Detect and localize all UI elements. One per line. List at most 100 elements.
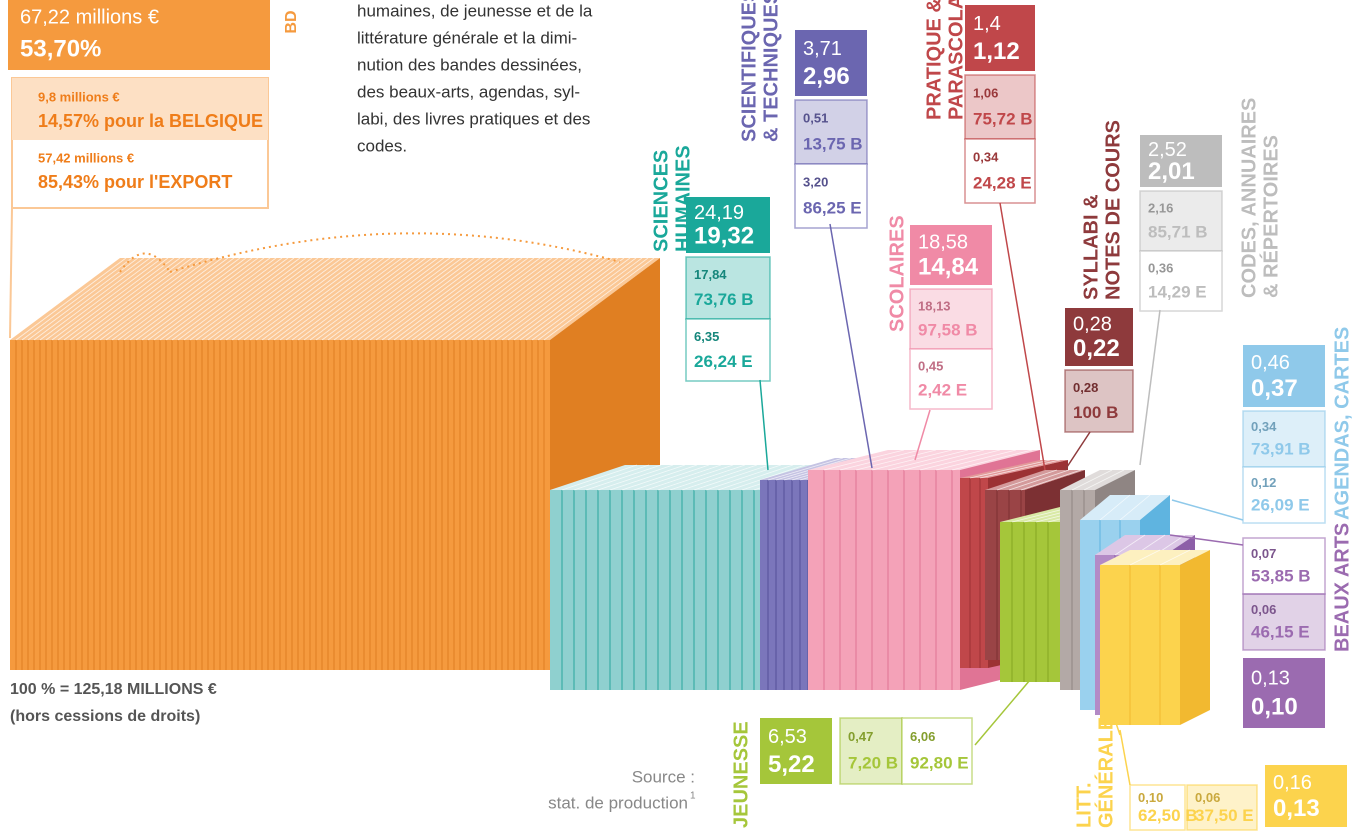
cat-name: SCIENCES [650, 150, 672, 252]
e-value: 0,12 [1251, 475, 1276, 490]
e-pct: 14,29 E [1148, 282, 1207, 301]
cat-total: 0,16 [1273, 772, 1312, 794]
e-box [965, 139, 1035, 203]
intro-line: des beaux-arts, agendas, syl- [357, 82, 580, 101]
b-value: 0,34 [1251, 419, 1277, 434]
cat-name: PRATIQUE & [923, 0, 945, 120]
intro-line: labi, des livres pratiques et des [357, 109, 590, 128]
cat-total: 0,46 [1251, 352, 1290, 374]
b-value: 18,13 [918, 298, 951, 313]
cat-total: 24,19 [694, 202, 744, 224]
e-value: 0,06 [1251, 602, 1276, 617]
leader [975, 680, 1030, 745]
cat-total: 18,58 [918, 231, 968, 253]
cat-name: JEUNESSE [730, 721, 752, 828]
cat-name: NOTES DE COURS [1102, 120, 1124, 300]
e-pct: 46,15 E [1251, 623, 1310, 642]
source: Source : [632, 767, 695, 786]
intro-line: nution des bandes dessinées, [357, 55, 582, 74]
cat-share: 5,22 [768, 751, 815, 778]
e-value: 6,06 [910, 729, 935, 744]
cat-name: SCIENTIFIQUES [738, 0, 760, 142]
bd-e-value: 57,42 millions € [38, 150, 134, 165]
cat-share: 2,01 [1148, 158, 1195, 185]
b-box [965, 75, 1035, 139]
e-box [795, 164, 867, 228]
leader [1140, 310, 1160, 465]
b-pct: 13,75 B [803, 134, 863, 153]
cat-share: 0,13 [1273, 795, 1320, 822]
leader [760, 380, 768, 470]
book-front [960, 478, 988, 668]
e-pct: 26,09 E [1251, 496, 1310, 515]
cat-total: 3,71 [803, 38, 842, 60]
cat-name: & TECHNIQUES [760, 0, 782, 142]
total-note: (hors cessions de droits) [10, 708, 200, 725]
leader [830, 224, 872, 468]
cat-share: 2,96 [803, 63, 850, 90]
e-pct: 2,42 E [918, 380, 967, 399]
b-value: 17,84 [694, 267, 727, 282]
bd-b-value: 9,8 millions € [38, 89, 120, 104]
b-value: 0,47 [848, 729, 873, 744]
e-value: 0,34 [973, 150, 999, 165]
bd-b-pct: 14,57% pour la BELGIQUE [38, 111, 263, 131]
total-label: 100 % = 125,18 MILLIONS € [10, 681, 217, 698]
bd-e-pct: 85,43% pour l'EXPORT [38, 172, 232, 192]
cat-name: PARASCOLAIRE [945, 0, 967, 120]
bd-share: 53,70% [20, 35, 101, 62]
book-front [1100, 565, 1180, 725]
b-pct: 73,91 B [1251, 440, 1311, 459]
cat-share: 0,37 [1251, 375, 1298, 402]
b-value: 0,07 [1251, 546, 1276, 561]
b-value: 0,28 [1073, 380, 1098, 395]
cat-share: 14,84 [918, 254, 979, 281]
cat-total: 0,28 [1073, 314, 1112, 336]
b-value: 1,06 [973, 86, 998, 101]
e-value: 3,20 [803, 175, 828, 190]
cat-name: HUMAINES [672, 145, 694, 252]
bd-total: 67,22 millions € [20, 6, 159, 28]
cat-total: 1,4 [973, 13, 1001, 35]
cat-share: 1,12 [973, 38, 1020, 65]
book-front [1000, 522, 1060, 682]
cat-name: AGENDAS, CARTES [1331, 327, 1353, 520]
b-pct: 7,20 B [848, 754, 898, 773]
leader [1000, 203, 1045, 470]
b-pct: 85,71 B [1148, 222, 1208, 241]
leader [1120, 730, 1130, 785]
cat-name: GÉNÉRALE [1094, 717, 1117, 828]
cat-name: LITT. [1073, 782, 1095, 828]
cat-total: 6,53 [768, 726, 807, 748]
intro-line: codes. [357, 136, 407, 155]
e-value: 0,45 [918, 358, 943, 373]
b-pct: 53,85 B [1251, 567, 1311, 586]
book-front [550, 490, 760, 690]
e-pct: 86,25 E [803, 198, 862, 217]
bd-name: BD [283, 10, 300, 33]
cat-name: CODES, ANNUAIRES [1238, 98, 1260, 298]
b-pct: 100 B [1073, 403, 1118, 422]
b-pct: 97,58 B [918, 320, 978, 339]
intro-line: littérature générale et la dimi- [357, 28, 577, 47]
cat-name: SYLLABI & [1080, 194, 1102, 300]
cat-share: 0,22 [1073, 335, 1120, 362]
cat-name: & RÉPERTOIRES [1259, 135, 1282, 298]
book-side [1180, 550, 1210, 725]
cat-share: 0,10 [1251, 694, 1298, 721]
leader [1065, 432, 1090, 470]
book-front [808, 470, 960, 690]
leader [1172, 500, 1243, 520]
b-value: 0,10 [1138, 790, 1163, 805]
e-pct: 24,28 E [973, 173, 1032, 192]
e-value: 0,06 [1195, 790, 1220, 805]
b-value: 2,16 [1148, 200, 1173, 215]
leader [10, 208, 12, 338]
intro-line: humaines, de jeunesse et de la [357, 1, 593, 20]
b-pct: 75,72 B [973, 109, 1033, 128]
e-box [902, 718, 972, 784]
b-value: 0,51 [803, 111, 828, 126]
cat-total: 0,13 [1251, 667, 1290, 689]
e-value: 0,36 [1148, 260, 1173, 275]
source-note: 1 [690, 791, 696, 802]
